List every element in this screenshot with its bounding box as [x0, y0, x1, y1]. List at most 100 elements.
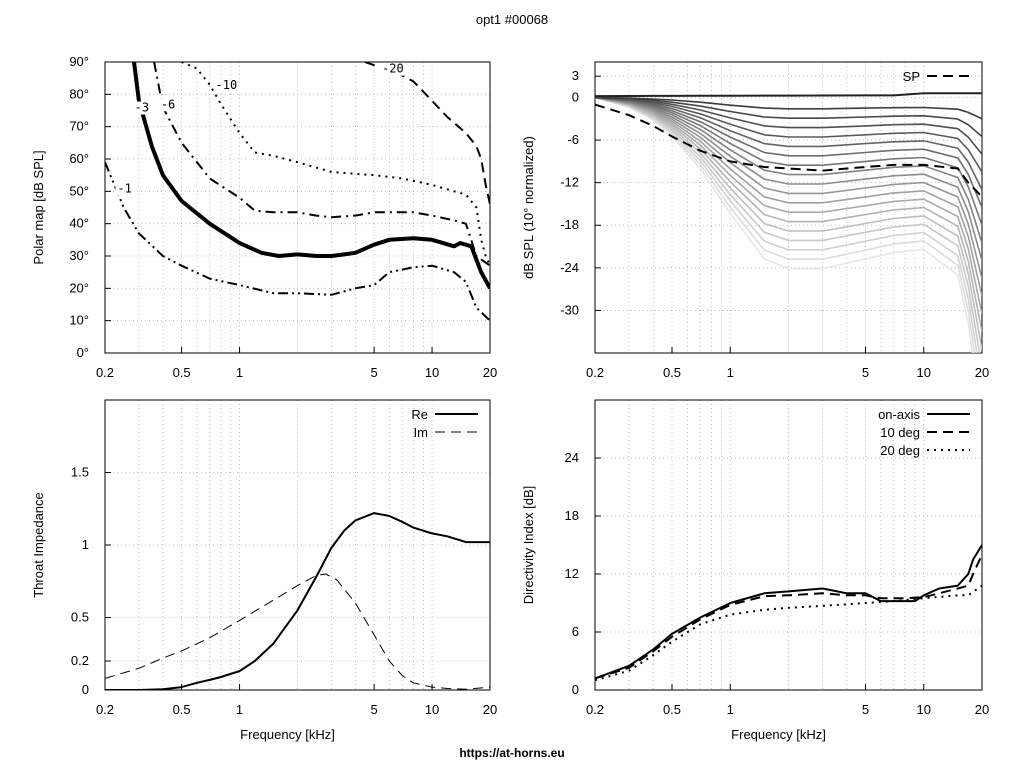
x-tick-label: 0.5: [663, 702, 681, 717]
x-tick-label: 0.5: [173, 365, 191, 380]
series-line: [595, 544, 982, 680]
contour-label-bg: [380, 62, 407, 76]
x-tick-label: 10: [917, 365, 931, 380]
family-curve: [595, 96, 978, 353]
y-tick-label: 10°: [69, 313, 89, 328]
contour-label-bg: [132, 101, 152, 115]
y-tick-label: 0: [572, 682, 579, 697]
y-tick-label: 12: [565, 566, 579, 581]
x-tick-label: 10: [425, 702, 439, 717]
series-line: [595, 584, 982, 682]
y-tick-label: 1.5: [71, 465, 89, 480]
x-axis-label: Frequency [kHz]: [731, 727, 826, 742]
y-tick-label: 30°: [69, 248, 89, 263]
y-tick-label: 20°: [69, 280, 89, 295]
family-curve-on-axis: [595, 92, 982, 98]
y-tick-label: 0.2: [71, 653, 89, 668]
di-plot-area: [595, 544, 982, 682]
series-line: [595, 554, 982, 680]
spl-plot-area: [595, 92, 982, 353]
throat-impedance-panel: 0.2 0.5 1 5 10 20 0 0.2 0.5 1 1.5 Throat Impedance F…: [31, 399, 497, 742]
family-curve: [595, 96, 982, 120]
x-tick-label: 5: [370, 365, 377, 380]
y-tick-label: 40°: [69, 216, 89, 231]
legend-label: 20 deg: [880, 443, 920, 458]
series-line: [132, 62, 490, 290]
family-curve: [595, 96, 982, 315]
contour-label-bg: [213, 78, 241, 92]
series-line: [105, 573, 490, 690]
y-tick-label: 24: [565, 450, 579, 465]
family-curve: [595, 96, 982, 350]
y-tick-label: 0.5: [71, 610, 89, 625]
y-tick-label: -24: [560, 260, 579, 275]
contour-label: -6: [161, 97, 175, 111]
y-tick-label: 80°: [69, 86, 89, 101]
x-tick-label: 1: [727, 365, 734, 380]
y-axis-label: dB SPL (10° normalized): [521, 136, 536, 279]
family-curve: [595, 96, 982, 155]
x-axis-label: Frequency [kHz]: [240, 727, 335, 742]
contour-label: -10: [216, 78, 238, 92]
y-tick-label: -12: [560, 175, 579, 190]
y-tick-label: 3: [572, 68, 579, 83]
x-tick-label: 20: [483, 365, 497, 380]
y-tick-label: 0: [572, 89, 579, 104]
y-tick-label: -30: [560, 302, 579, 317]
x-tick-label: 20: [975, 365, 989, 380]
series-line: [595, 103, 982, 198]
series-line: [105, 161, 490, 322]
footer-url: https://at-horns.eu: [459, 746, 564, 760]
legend-label: Re: [411, 407, 428, 422]
x-tick-label: 0.2: [96, 365, 114, 380]
family-curve: [595, 96, 982, 332]
y-tick-label: 50°: [69, 183, 89, 198]
polar-plot-frame: [104, 61, 491, 354]
series-line: [153, 62, 490, 267]
x-tick-label: 0.2: [96, 702, 114, 717]
directivity-index-panel: 0.2 0.5 1 5 10 20 0 6 12 18 24 Directivity Index [d…: [521, 399, 989, 742]
y-axis-label: Polar map [dB SPL]: [31, 150, 46, 264]
x-tick-label: 5: [370, 702, 377, 717]
y-tick-label: 18: [565, 508, 579, 523]
x-tick-label: 20: [483, 702, 497, 717]
y-tick-label: 0°: [77, 345, 89, 360]
family-curve: [595, 96, 982, 191]
x-tick-label: 0.2: [586, 365, 604, 380]
polar-map-panel: 0.2 0.5 1 5 10 20 0° 10° 20° 30° 40° 50° 60° 70° 80° 90…: [31, 54, 497, 380]
impedance-plot-area: [105, 512, 490, 690]
contour-label-bg: [115, 182, 135, 196]
y-axis-label: Throat Impedance: [31, 492, 46, 598]
impedance-grid: [105, 400, 490, 690]
family-curve: [595, 96, 974, 353]
family-curve: [595, 96, 982, 261]
contour-label: -20: [382, 62, 404, 76]
family-curve: [595, 96, 982, 297]
legend-label: Im: [414, 425, 428, 440]
contour-label: -3: [135, 101, 149, 115]
x-tick-label: 10: [917, 702, 931, 717]
legend-label: 10 deg: [880, 425, 920, 440]
x-tick-label: 0.5: [663, 365, 681, 380]
y-tick-label: 90°: [69, 54, 89, 69]
family-curve: [595, 96, 982, 173]
legend-label: on-axis: [878, 407, 920, 422]
x-tick-label: 1: [727, 702, 734, 717]
y-tick-label: 0: [82, 682, 89, 697]
y-axis-label: Directivity Index [dB]: [521, 486, 536, 605]
series-line: [105, 512, 490, 690]
contour-label-bg: [158, 98, 178, 112]
x-tick-label: 1: [236, 702, 243, 717]
family-curve: [595, 96, 982, 138]
contour-label: -1: [117, 181, 131, 195]
y-tick-label: 70°: [69, 119, 89, 134]
di-grid: [595, 400, 982, 690]
y-tick-label: -18: [560, 217, 579, 232]
family-curve: [595, 96, 976, 353]
legend-label: SP: [903, 69, 920, 84]
y-tick-label: -6: [567, 132, 579, 147]
y-tick-label: 1: [82, 537, 89, 552]
family-curve: [595, 96, 981, 353]
x-tick-label: 10: [425, 365, 439, 380]
